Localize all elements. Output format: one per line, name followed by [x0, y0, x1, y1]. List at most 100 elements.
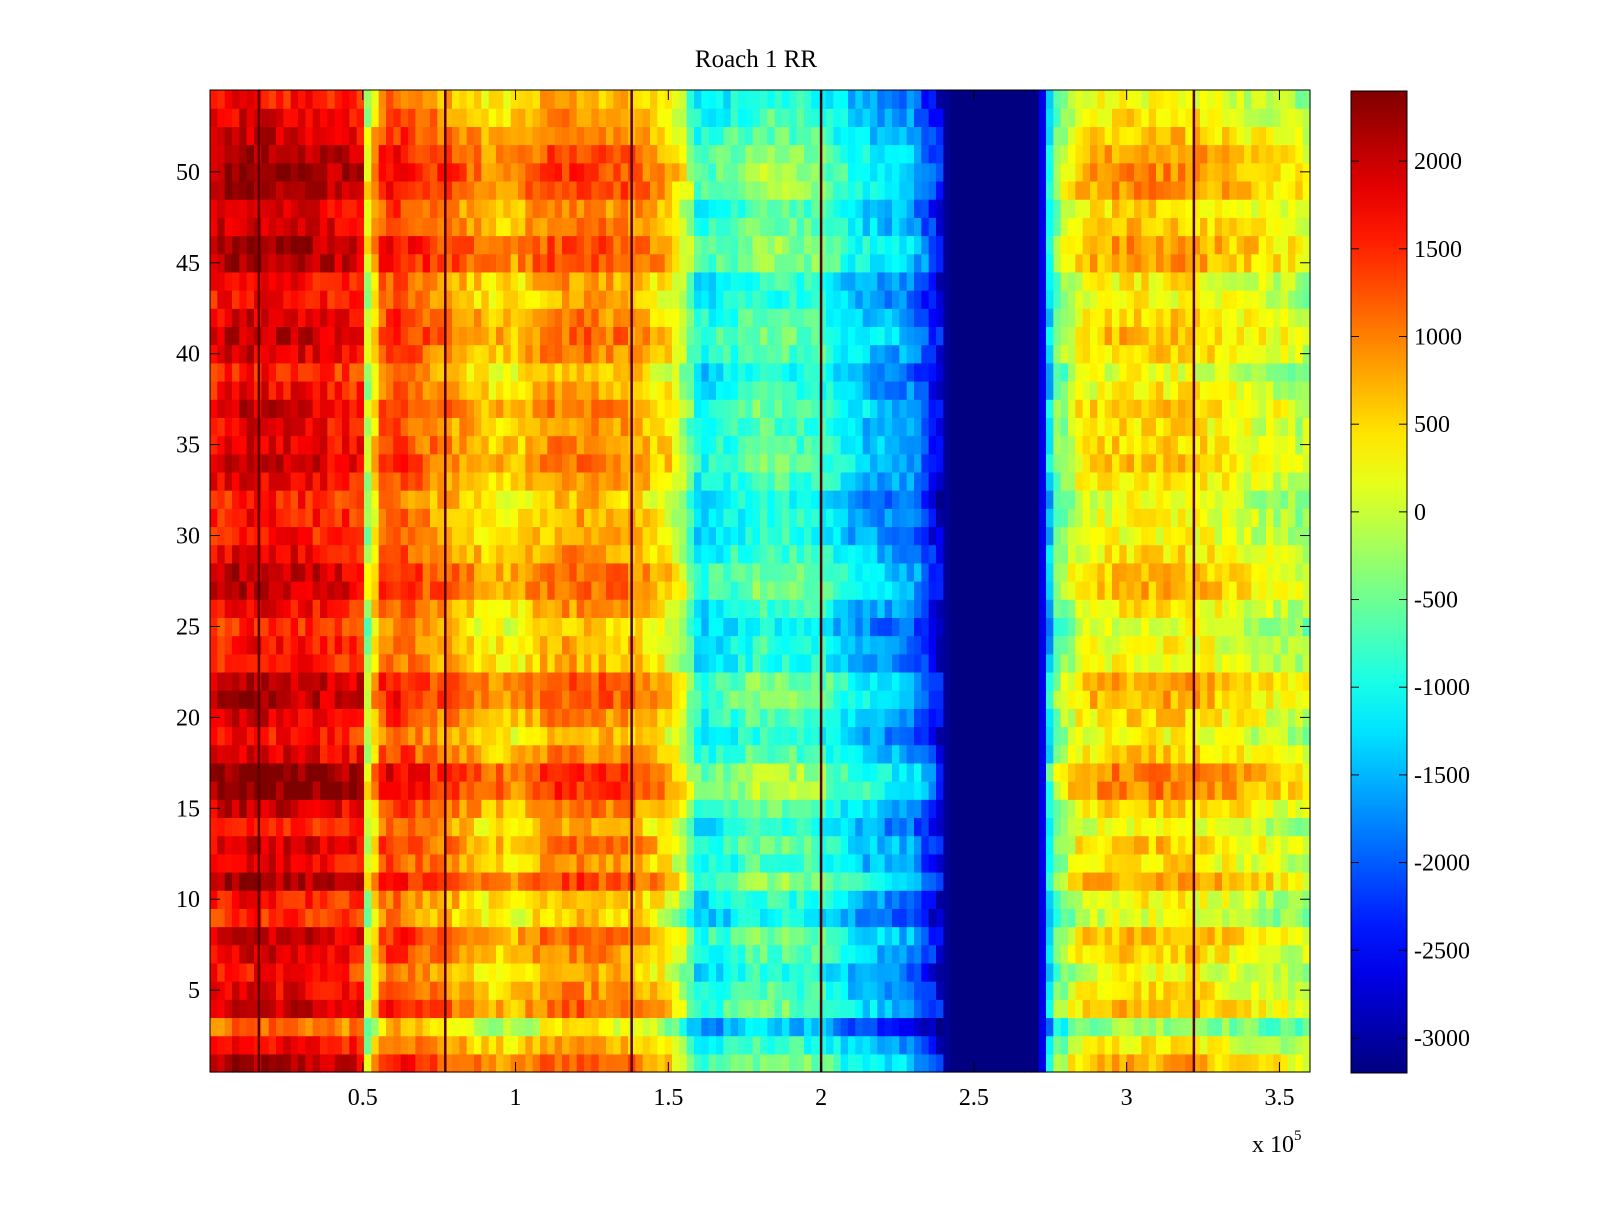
heatmap-cell	[833, 926, 842, 946]
heatmap-cell	[276, 726, 284, 746]
heatmap-cell	[980, 562, 988, 582]
heatmap-cell	[906, 653, 915, 673]
heatmap-cell	[613, 471, 622, 491]
heatmap-cell	[518, 708, 526, 728]
heatmap-cell	[1016, 962, 1025, 982]
heatmap-cell	[1075, 835, 1084, 855]
heatmap-cell	[760, 1053, 768, 1073]
heatmap-cell	[224, 726, 233, 746]
heatmap-cell	[1258, 599, 1267, 618]
heatmap-cell	[459, 490, 468, 509]
heatmap-cell	[789, 908, 798, 928]
heatmap-cell	[298, 653, 306, 673]
heatmap-cell	[686, 799, 695, 819]
heatmap-cell	[239, 744, 248, 764]
heatmap-cell	[1002, 544, 1010, 564]
heatmap-cell	[1170, 617, 1179, 637]
heatmap-cell	[459, 544, 468, 564]
heatmap-cell	[980, 544, 988, 564]
heatmap-cell	[1141, 835, 1150, 855]
heatmap-cell	[474, 508, 482, 528]
heatmap-cell	[474, 581, 482, 600]
heatmap-cell	[928, 1017, 937, 1037]
heatmap-cell	[642, 690, 651, 709]
heatmap-cell	[488, 562, 497, 582]
heatmap-cell	[994, 799, 1003, 819]
heatmap-cell	[210, 908, 218, 928]
heatmap-cell	[833, 653, 842, 673]
heatmap-cell	[1009, 1017, 1018, 1037]
heatmap-cell	[818, 1053, 827, 1073]
heatmap-cell	[877, 853, 886, 873]
heatmap-cell	[716, 817, 724, 837]
heatmap-cell	[1002, 835, 1010, 855]
heatmap-cell	[620, 1035, 629, 1055]
heatmap-cell	[1192, 744, 1201, 764]
heatmap-cell	[767, 635, 776, 655]
heatmap-cell	[393, 962, 402, 982]
heatmap-cell	[892, 671, 900, 691]
heatmap-cell	[474, 708, 482, 728]
heatmap-cell	[958, 726, 966, 746]
heatmap-cell	[994, 981, 1003, 1000]
heatmap-cell	[1222, 926, 1230, 946]
heatmap-cell	[994, 781, 1003, 800]
heatmap-cell	[811, 653, 820, 673]
heatmap-cell	[422, 635, 431, 655]
heatmap-cell	[327, 508, 336, 528]
heatmap-cell	[1280, 926, 1289, 946]
heatmap-cell	[1031, 508, 1040, 528]
heatmap-cell	[1258, 908, 1267, 928]
heatmap-cell	[1163, 1035, 1172, 1055]
heatmap-cell	[386, 799, 394, 819]
heatmap-cell	[664, 817, 673, 837]
heatmap-cell	[1002, 762, 1010, 782]
heatmap-cell	[1244, 1035, 1252, 1055]
heatmap-cell	[437, 944, 446, 964]
heatmap-cell	[884, 962, 893, 982]
heatmap-cell	[1016, 726, 1025, 746]
heatmap-cell	[481, 871, 490, 891]
heatmap-cell	[1090, 544, 1098, 564]
heatmap-cell	[1214, 617, 1223, 637]
heatmap-cell	[1090, 671, 1098, 691]
heatmap-cell	[554, 635, 563, 655]
heatmap-cell	[547, 871, 556, 891]
heatmap-cell	[481, 690, 490, 709]
heatmap-cell	[283, 817, 292, 837]
heatmap-cell	[503, 599, 512, 618]
heatmap-cell	[1295, 817, 1304, 837]
heatmap-cell	[855, 508, 864, 528]
heatmap-cell	[650, 871, 658, 891]
heatmap-cell	[239, 671, 248, 691]
heatmap-cell	[1119, 490, 1128, 509]
heatmap-cell	[408, 453, 416, 473]
heatmap-cell	[246, 690, 255, 709]
heatmap-cell	[965, 508, 974, 528]
heatmap-cell	[679, 981, 688, 1000]
heatmap-cell	[686, 508, 695, 528]
heatmap-cell	[525, 526, 534, 546]
heatmap-cell	[884, 890, 893, 909]
heatmap-cell	[760, 617, 768, 637]
heatmap-cell	[789, 835, 798, 855]
heatmap-cell	[444, 671, 453, 691]
heatmap-cell	[349, 853, 358, 873]
heatmap-cell	[994, 617, 1003, 637]
heatmap-cell	[371, 635, 380, 655]
heatmap-cell	[217, 944, 226, 964]
heatmap-cell	[246, 708, 255, 728]
heatmap-cell	[1009, 890, 1018, 909]
heatmap-cell	[1156, 781, 1164, 800]
heatmap-cell	[921, 890, 930, 909]
heatmap-cell	[1134, 599, 1142, 618]
heatmap-cell	[452, 1035, 460, 1055]
heatmap-cell	[1134, 1017, 1142, 1037]
heatmap-cell	[1148, 1053, 1157, 1073]
heatmap-cell	[503, 1035, 512, 1055]
heatmap-cell	[562, 999, 570, 1019]
heatmap-cell	[774, 744, 783, 764]
heatmap-cell	[1170, 526, 1179, 546]
heatmap-cell	[1266, 871, 1274, 891]
heatmap-cell	[1075, 508, 1084, 528]
